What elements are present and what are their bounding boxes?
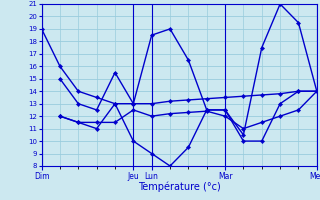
X-axis label: Température (°c): Température (°c) [138,182,220,192]
